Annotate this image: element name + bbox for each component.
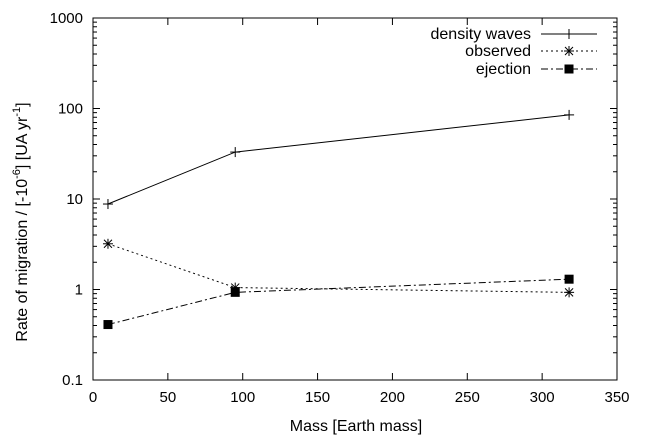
- plus-marker: [564, 29, 574, 39]
- star-marker: [102, 238, 113, 249]
- y-axis-label-exponent: -6: [11, 169, 23, 179]
- series-line: [107, 114, 570, 205]
- square-marker: [564, 64, 574, 74]
- series-ejection: [103, 274, 574, 330]
- series-line: [107, 278, 570, 326]
- y-tick-label: 100: [58, 101, 83, 118]
- x-axis-label: Mass [Earth mass]: [290, 418, 422, 435]
- plus-marker: [564, 109, 575, 120]
- y-tick-label: 1: [75, 282, 83, 299]
- x-tick-label: 100: [230, 389, 255, 406]
- legend-label: observed: [465, 43, 531, 60]
- plot-frame: [92, 17, 618, 381]
- square-marker: [103, 320, 113, 330]
- series-observed: [102, 238, 575, 298]
- y-axis-label-end: ]: [14, 102, 31, 106]
- legend-label: density waves: [431, 26, 532, 43]
- series-line: [107, 243, 570, 293]
- x-tick-label: 300: [530, 389, 555, 406]
- star-marker: [564, 46, 574, 56]
- square-marker: [230, 287, 240, 297]
- x-tick-label: 350: [604, 389, 629, 406]
- x-tick-label: 150: [305, 389, 330, 406]
- x-tick-label: 0: [89, 389, 97, 406]
- axes: 0 50 100 150 200 250 300 350 0.1 1 10 100 1000: [50, 10, 630, 406]
- star-marker: [564, 287, 575, 298]
- x-tick-label: 200: [380, 389, 405, 406]
- y-axis-label-units: ] [UA yr: [14, 116, 31, 169]
- plus-marker: [102, 199, 113, 210]
- x-tick-label: 50: [160, 389, 177, 406]
- plus-marker: [230, 147, 241, 158]
- y-tick-label: 0.1: [62, 372, 83, 389]
- square-marker: [564, 274, 574, 284]
- y-tick-label: 1000: [50, 10, 83, 27]
- y-tick-label: 10: [66, 191, 83, 208]
- series-density-waves: [102, 109, 575, 210]
- series-layer: [102, 109, 575, 330]
- y-axis-label-base: Rate of migration / [-10: [14, 179, 31, 342]
- legend-label: ejection: [476, 61, 531, 78]
- y-axis-label-units-exponent: -1: [11, 107, 23, 117]
- y-axis-label: Rate of migration / [-10-6] [UA yr-1]: [11, 102, 31, 341]
- x-tick-label: 250: [455, 389, 480, 406]
